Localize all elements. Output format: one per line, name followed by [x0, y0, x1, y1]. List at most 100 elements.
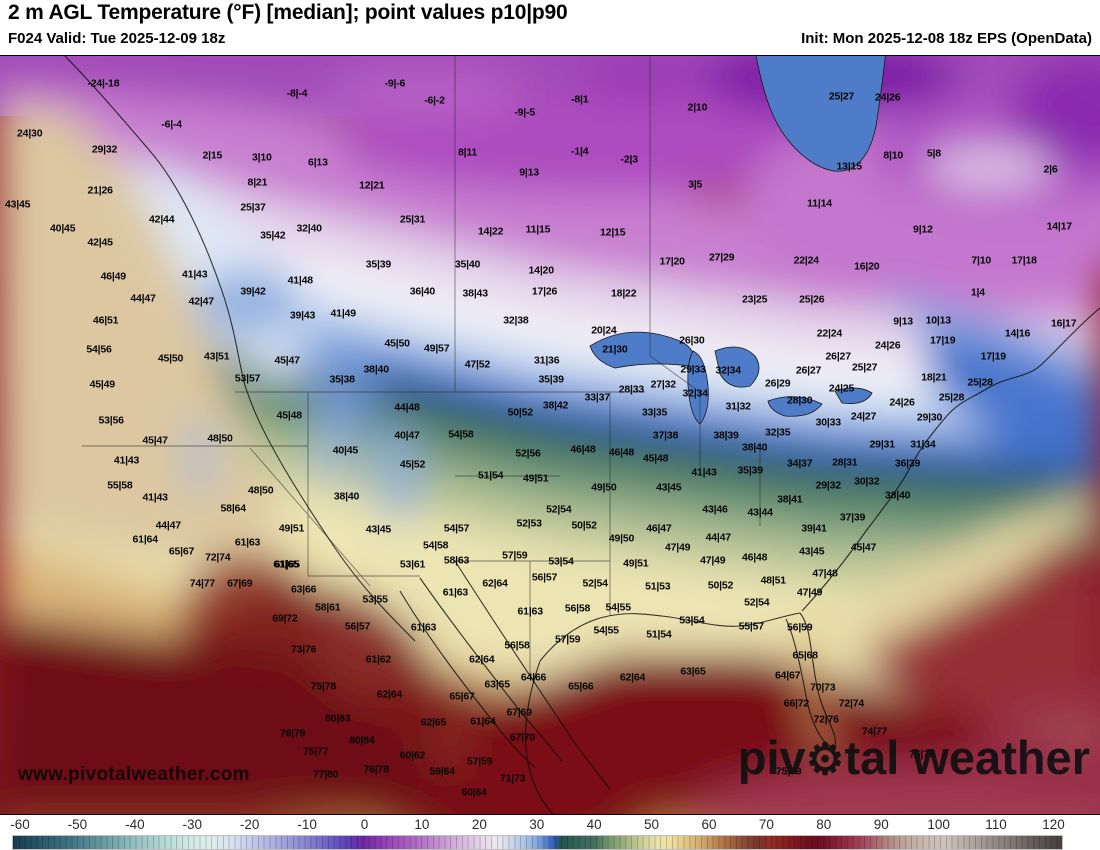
point-value: 75|79 [776, 765, 802, 778]
valid-time: F024 Valid: Tue 2025-12-09 18z [8, 30, 226, 47]
point-value: 53|54 [548, 554, 574, 567]
colorbar-tick-label: 40 [586, 817, 602, 832]
point-value: 36|39 [894, 457, 921, 470]
point-value: 44|47 [130, 291, 156, 304]
point-value: 54|55 [605, 601, 631, 614]
point-value: 32|34 [715, 364, 741, 377]
point-value: 80|84 [349, 734, 375, 747]
point-value: 47|48 [812, 567, 838, 580]
init-time: Init: Mon 2025-12-08 18z EPS (OpenData) [801, 30, 1092, 47]
point-value: 37|39 [839, 511, 866, 524]
point-value: 60|64 [461, 786, 487, 799]
point-value: 57|59 [502, 548, 528, 561]
point-value: 58|63 [443, 554, 470, 567]
point-value: 50|52 [571, 519, 597, 532]
point-value: 61|65 [274, 558, 300, 571]
point-value: 61|62 [365, 653, 392, 666]
point-value: 38|43 [462, 287, 488, 300]
point-value: 24|25 [828, 382, 855, 395]
colorbar-tick-label: 70 [758, 817, 774, 832]
point-value: 54|58 [422, 539, 449, 552]
colorbar-tick-label: 20 [471, 817, 487, 832]
point-value: 9|12 [913, 223, 933, 236]
point-value: -9|-5 [514, 106, 535, 119]
point-value: 38|40 [884, 489, 911, 502]
point-value: 58|64 [220, 501, 246, 514]
point-value: 74|77 [189, 576, 216, 589]
point-value: 52|54 [546, 503, 572, 516]
point-value: 75|78 [909, 748, 935, 761]
point-value: 43|45 [656, 481, 682, 494]
point-value: 12|21 [359, 179, 385, 192]
point-value: 59|64 [429, 765, 455, 778]
point-value: 28|31 [832, 456, 858, 469]
point-value: 30|32 [854, 475, 880, 488]
state-borders [82, 56, 761, 676]
point-value: 65|68 [792, 649, 818, 662]
point-value: 50|52 [707, 579, 734, 592]
point-value: 22|24 [816, 327, 843, 340]
colorbar: -60 -50 -40 -30 -20 -10 0 10 20 30 40 50 60 70 80 90 100… [0, 815, 1100, 850]
point-value: 49|51 [623, 557, 649, 570]
point-value: 53|55 [362, 593, 388, 606]
point-value: 18|22 [611, 287, 637, 300]
point-value: 25|37 [240, 200, 266, 213]
point-value: 66|72 [783, 697, 810, 710]
point-value: 52|56 [515, 447, 541, 460]
point-value: 49|51 [523, 472, 549, 485]
point-value: 41|43 [142, 491, 168, 504]
point-value: 32|40 [296, 222, 322, 235]
map-title: 2 m AGL Temperature (°F) [median]; point… [8, 1, 568, 24]
point-value: 37|38 [652, 429, 679, 442]
point-value: 32|34 [682, 387, 708, 400]
point-value: 24|27 [850, 410, 877, 423]
point-value: 25|27 [851, 361, 878, 374]
point-value: 11|14 [807, 197, 832, 210]
point-value: -9|-6 [384, 77, 406, 90]
colorbar-gradient [11, 835, 1064, 850]
point-value: 35|39 [737, 464, 763, 477]
point-value: 26|27 [825, 350, 851, 363]
point-value: 35|40 [454, 258, 481, 271]
point-value: 24|26 [875, 339, 901, 352]
point-value: 26|30 [679, 334, 705, 347]
colorbar-tick-label: 80 [816, 817, 832, 832]
point-value: 56|58 [564, 601, 591, 614]
point-value: 21|30 [602, 343, 628, 356]
point-value: 75|77 [303, 745, 329, 758]
point-value: 28|30 [787, 394, 813, 407]
point-value: 49|50 [608, 532, 635, 545]
point-value: 17|19 [930, 334, 956, 347]
point-value: 62|65 [420, 716, 447, 729]
point-value: 72|74 [205, 551, 231, 564]
point-value: 65|66 [568, 680, 594, 693]
point-value: 14|17 [1046, 219, 1072, 232]
point-value: 42|47 [188, 295, 214, 308]
watermark-brand: piv⚙tal weather [738, 734, 1090, 782]
point-value: 61|63 [410, 620, 437, 633]
point-value: 56|59 [787, 620, 813, 633]
point-value: 46|48 [741, 551, 768, 564]
point-value: 56|58 [504, 639, 530, 652]
point-value: 76|79 [279, 727, 306, 740]
point-value: 2|15 [202, 149, 223, 162]
point-value: 45|49 [89, 378, 115, 391]
point-value: 52|54 [582, 576, 608, 589]
point-value: 67|69 [227, 576, 253, 589]
point-value: 25|28 [938, 391, 965, 404]
point-value: 43|45 [365, 523, 392, 536]
point-value: 41|43 [691, 466, 717, 479]
point-value: 26|27 [795, 364, 822, 377]
point-value: 62|64 [469, 653, 495, 666]
colorbar-tick-label: 30 [529, 817, 545, 832]
point-value: 69|72 [272, 612, 298, 625]
point-value: 21|26 [87, 184, 113, 197]
point-value: 38|39 [713, 429, 739, 442]
point-value: 25|26 [799, 293, 825, 306]
point-value: 17|26 [531, 285, 558, 298]
colorbar-tick-label: 110 [985, 817, 1007, 832]
colorbar-tick-label: -60 [10, 817, 30, 832]
point-value: 6|13 [308, 156, 328, 169]
brand-pre: piv [737, 730, 806, 784]
point-value: 60|62 [399, 749, 426, 762]
